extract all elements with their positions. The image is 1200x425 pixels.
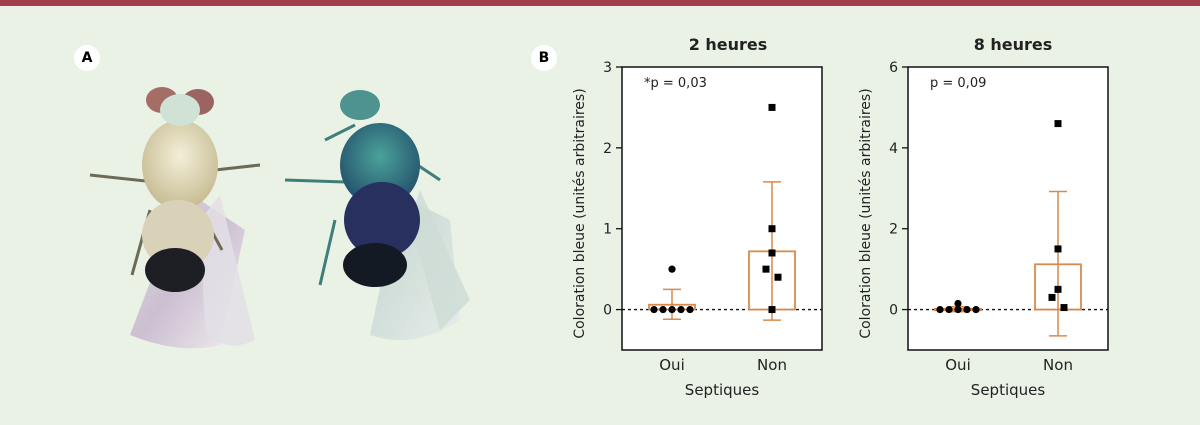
panel-a-label: A [74,45,100,71]
chart1-data-point [774,273,782,281]
chart1-data-point [768,249,776,257]
chart2-data-point [1054,120,1062,128]
chart2-data-point [954,305,962,314]
panel-b-label: B [531,45,557,71]
control-fly [89,87,261,349]
chart1-data-point [668,265,676,273]
chart1-data-point [686,305,694,314]
chart1-x-axis-label: Septiques [685,381,760,399]
chart1-x-tick-label: Oui [659,356,684,374]
chart1-p-value-annotation: *p = 0,03 [644,76,707,91]
chart1-y-tick-label: 2 [603,141,612,157]
chart1-y-tick-label: 3 [603,60,612,76]
chart1-data-point [677,305,685,314]
chart2-y-axis-label: Coloration bleue (unités arbitraires) [858,88,874,338]
chart2-data-point [1054,245,1062,253]
chart1-data-point [668,305,676,314]
fly-photograph [89,87,470,349]
chart2-x-tick-label: Oui [945,356,970,374]
top-accent-bar [0,0,1200,6]
chart2-p-value-annotation: p = 0,09 [930,76,986,91]
chart2-y-tick-label: 0 [889,303,898,319]
chart2-data-point [936,305,944,314]
chart2-y-tick-label: 2 [889,222,898,238]
chart2-plot-frame [907,66,1109,351]
chart2-data-point [945,305,953,314]
chart1-data-point [768,103,776,111]
chart2-y-tick-label: 6 [889,60,898,76]
chart1-x-tick-label: Non [757,356,787,374]
chart1-data-point [659,305,667,314]
chart1-y-tick-label: 0 [603,303,612,319]
chart1-y-axis-label: Coloration bleue (unités arbitraires) [572,88,588,338]
chart2-data-point [963,305,971,314]
chart1-title: 2 heures [689,35,768,54]
chart2-data-point [972,305,980,314]
chart2-title: 8 heures [974,35,1053,54]
chart2-data-point [954,299,962,308]
chart1-data-point [762,265,770,273]
chart2-x-tick-label: Non [1043,356,1073,374]
chart2-data-point [1054,285,1062,293]
chart2-y-tick-label: 4 [889,141,898,157]
chart2-x-axis-label: Septiques [971,381,1046,399]
chart1-data-point [768,306,776,314]
chart2-data-point [1048,293,1056,301]
chart2-data-point [1060,304,1068,312]
chart1-y-tick-label: 1 [603,222,612,238]
stained-fly [284,90,470,340]
chart1-plot-frame [621,66,823,351]
chart1-data-point [650,305,658,314]
chart1-data-point [768,225,776,233]
